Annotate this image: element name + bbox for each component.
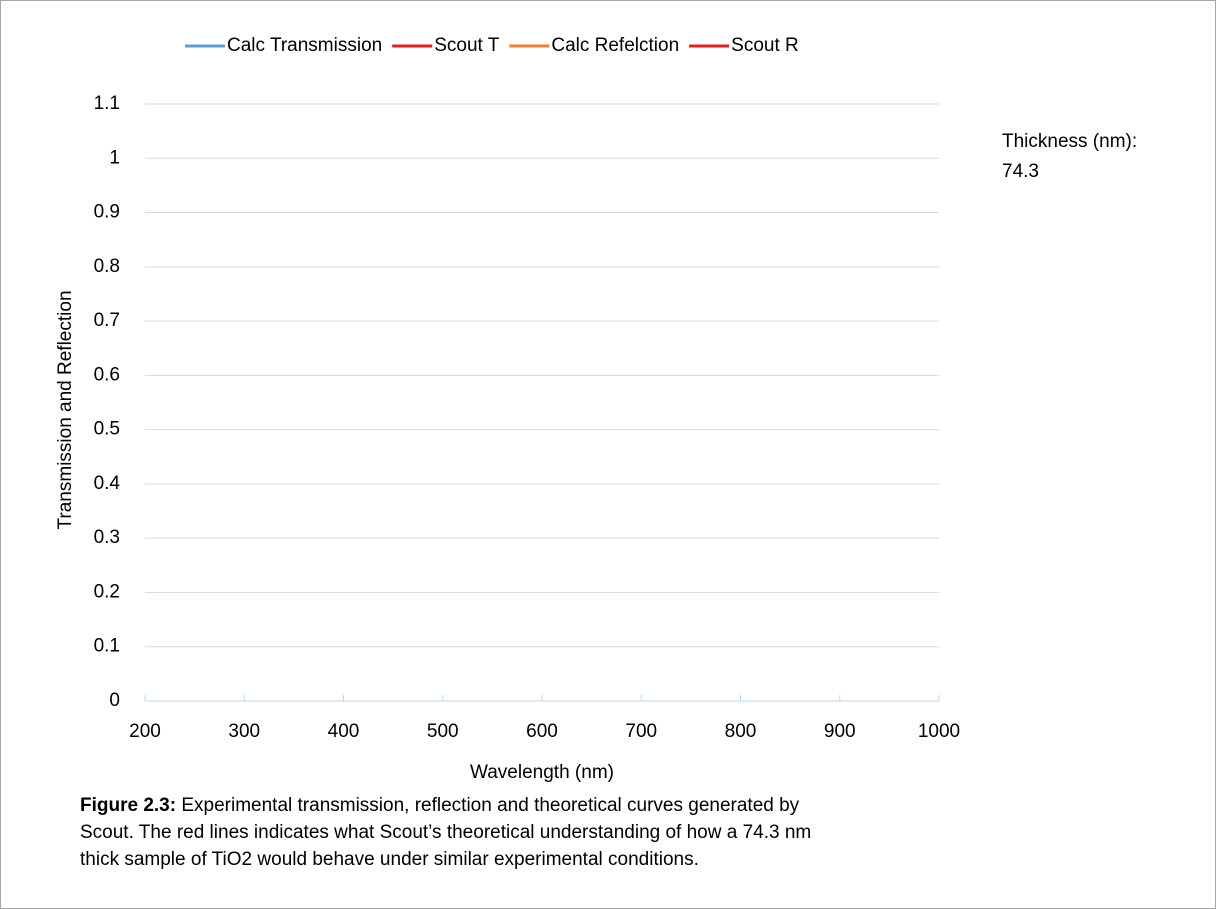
y-tick-label: 0.5	[94, 419, 120, 440]
x-tick-label: 900	[824, 721, 856, 742]
y-tick-label: 0.9	[94, 202, 120, 223]
x-tick-label: 400	[328, 721, 360, 742]
x-tick-label: 600	[526, 721, 558, 742]
caption-label: Figure 2.3:	[80, 795, 177, 816]
caption: Figure 2.3: Experimental transmission, r…	[80, 792, 820, 873]
y-tick-label: 0.6	[94, 364, 120, 385]
legend-label: Calc Refelction	[551, 35, 679, 56]
x-tick-label: 300	[228, 721, 260, 742]
caption-text: Experimental transmission, reflection an…	[80, 795, 812, 870]
y-tick-label: 0.2	[94, 581, 120, 602]
legend-label: Scout T	[434, 35, 500, 56]
y-tick-label: 0.1	[94, 636, 120, 657]
x-tick-label: 200	[129, 721, 161, 742]
y-tick-label: 0.4	[94, 473, 121, 494]
y-tick-label: 0.8	[94, 256, 120, 277]
annotation: 74.3	[1002, 161, 1039, 182]
y-tick-label: 1	[109, 147, 120, 168]
x-axis-label: Wavelength (nm)	[470, 762, 614, 783]
x-tick-label: 500	[427, 721, 459, 742]
y-tick-label: 0.3	[94, 527, 120, 548]
x-tick-label: 1000	[918, 721, 960, 742]
y-axis-label: Transmission and Reflection	[55, 290, 76, 529]
x-tick-label: 800	[725, 721, 757, 742]
x-tick-label: 700	[625, 721, 657, 742]
legend-label: Calc Transmission	[227, 35, 382, 56]
y-tick-label: 1.1	[94, 93, 120, 114]
y-tick-label: 0	[109, 690, 120, 711]
annotation: Thickness (nm):	[1002, 131, 1137, 152]
legend-label: Scout R	[731, 35, 799, 56]
y-tick-label: 0.7	[94, 310, 120, 331]
